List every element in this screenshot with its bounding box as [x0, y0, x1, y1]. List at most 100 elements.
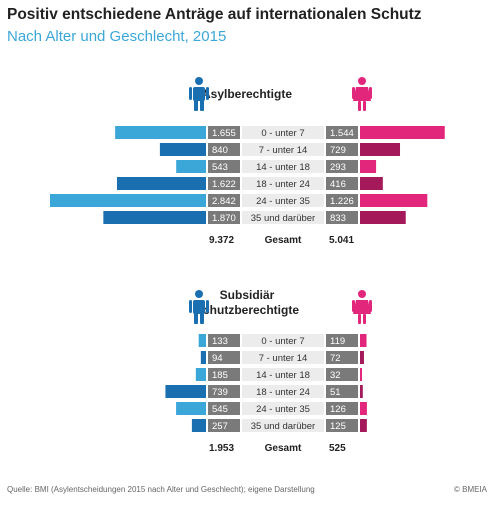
value-label-right-1-1: 72: [330, 353, 341, 364]
bar-left-1-5: [191, 419, 206, 432]
value-box-right-1-0: [326, 334, 358, 347]
female-icon-1: [352, 290, 372, 324]
bar-left-1-2: [195, 368, 206, 381]
value-label-right-0-4: 1.226: [330, 196, 354, 207]
value-label-left-1-5: 257: [212, 421, 228, 432]
value-box-left-1-4: [208, 402, 240, 415]
value-box-right-1-1: [326, 351, 358, 364]
bar-left-0-2: [176, 160, 206, 173]
copyright-note: © BMEIA: [453, 485, 487, 494]
bar-right-0-2: [360, 160, 377, 173]
value-box-left-1-1: [208, 351, 240, 364]
category-box-0-0: [242, 126, 324, 139]
category-label-1-4: 24 - unter 35: [256, 404, 310, 415]
value-box-left-1-2: [208, 368, 240, 381]
total-left-0: 9.372: [209, 235, 234, 246]
value-box-right-1-4: [326, 402, 358, 415]
value-box-right-0-1: [326, 143, 358, 156]
value-label-left-0-4: 2.842: [212, 196, 236, 207]
category-label-1-2: 14 - unter 18: [256, 370, 310, 381]
bar-left-0-5: [103, 211, 206, 224]
value-label-left-0-0: 1.655: [212, 128, 236, 139]
bar-right-1-0: [360, 334, 367, 347]
category-box-1-4: [242, 402, 324, 415]
bar-right-0-3: [360, 177, 383, 190]
pyramid-chart: Asylberechtigte 1.655 0 - unter 7 1.544 840 7…: [50, 77, 445, 454]
bar-right-0-1: [360, 143, 401, 156]
category-label-0-2: 14 - unter 18: [256, 162, 310, 173]
value-box-left-0-2: [208, 160, 240, 173]
category-box-0-4: [242, 194, 324, 207]
value-box-right-0-3: [326, 177, 358, 190]
bar-right-1-2: [360, 368, 362, 381]
value-label-right-0-2: 293: [330, 162, 346, 173]
value-label-left-1-3: 739: [212, 387, 228, 398]
section-title-0-0: Asylberechtigte: [202, 87, 292, 101]
total-label-0: Gesamt: [265, 235, 302, 246]
value-label-left-1-4: 545: [212, 404, 228, 415]
category-box-1-2: [242, 368, 324, 381]
total-right-1: 525: [329, 443, 346, 454]
category-label-0-0: 0 - unter 7: [261, 128, 304, 139]
value-box-right-1-3: [326, 385, 358, 398]
value-label-right-1-2: 32: [330, 370, 341, 381]
value-label-right-0-3: 416: [330, 179, 346, 190]
total-right-0: 5.041: [329, 235, 354, 246]
value-box-right-1-2: [326, 368, 358, 381]
bar-right-1-1: [360, 351, 364, 364]
category-box-0-1: [242, 143, 324, 156]
category-label-1-1: 7 - unter 14: [259, 353, 308, 364]
bar-left-0-1: [159, 143, 206, 156]
value-box-left-0-5: [208, 211, 240, 224]
value-label-right-1-0: 119: [330, 336, 345, 347]
bar-right-0-0: [360, 126, 445, 139]
category-label-1-5: 35 und darüber: [251, 421, 315, 432]
section-title-1-0: Subsidiär: [220, 288, 275, 302]
chart-subtitle: Nach Alter und Geschlecht, 2015: [7, 28, 227, 45]
category-box-0-5: [242, 211, 324, 224]
male-icon-1: [189, 290, 209, 324]
category-box-0-3: [242, 177, 324, 190]
bar-right-1-5: [360, 419, 367, 432]
bar-left-1-1: [200, 351, 206, 364]
value-label-right-0-0: 1.544: [330, 128, 354, 139]
female-icon-0: [352, 77, 372, 111]
category-box-1-0: [242, 334, 324, 347]
value-box-right-0-0: [326, 126, 358, 139]
value-box-right-1-5: [326, 419, 358, 432]
value-label-left-0-2: 543: [212, 162, 228, 173]
value-box-left-0-3: [208, 177, 240, 190]
value-box-right-0-5: [326, 211, 358, 224]
bar-left-1-0: [198, 334, 206, 347]
value-label-right-0-1: 729: [330, 145, 346, 156]
category-label-0-4: 24 - unter 35: [256, 196, 310, 207]
value-label-right-1-4: 126: [330, 404, 346, 415]
male-icon-0: [189, 77, 209, 111]
category-label-1-3: 18 - unter 24: [256, 387, 310, 398]
category-box-1-1: [242, 351, 324, 364]
value-label-left-1-0: 133: [212, 336, 228, 347]
category-box-1-5: [242, 419, 324, 432]
source-note: Quelle: BMI (Asylentscheidungen 2015 nac…: [7, 485, 315, 494]
value-label-left-0-1: 840: [212, 145, 228, 156]
value-box-left-1-3: [208, 385, 240, 398]
category-box-1-3: [242, 385, 324, 398]
value-label-right-1-5: 125: [330, 421, 346, 432]
category-label-0-1: 7 - unter 14: [259, 145, 308, 156]
category-box-0-2: [242, 160, 324, 173]
value-label-left-1-1: 94: [212, 353, 223, 364]
section-title-1-1: Schutzberechtigte: [195, 303, 299, 317]
category-label-0-5: 35 und darüber: [251, 213, 315, 224]
category-label-1-0: 0 - unter 7: [261, 336, 304, 347]
bar-left-0-0: [115, 126, 206, 139]
value-label-left-1-2: 185: [212, 370, 228, 381]
bar-left-0-3: [116, 177, 206, 190]
chart-title: Positiv entschiedene Anträge auf interna…: [7, 6, 422, 23]
bar-right-1-3: [360, 385, 363, 398]
bar-right-1-4: [360, 402, 367, 415]
value-box-left-1-0: [208, 334, 240, 347]
bar-left-0-4: [50, 194, 206, 207]
value-box-left-0-1: [208, 143, 240, 156]
value-box-right-0-2: [326, 160, 358, 173]
bar-left-1-3: [165, 385, 206, 398]
